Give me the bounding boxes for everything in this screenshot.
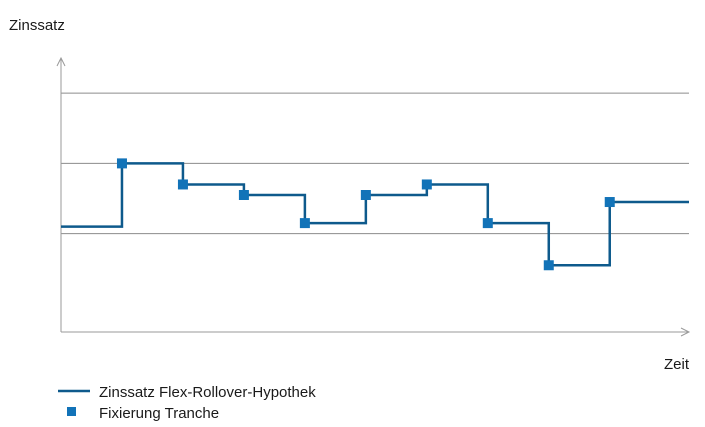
marker-fixierung-8 bbox=[543, 260, 554, 271]
marker-layer bbox=[116, 158, 615, 271]
marker-fixierung-5 bbox=[360, 190, 371, 200]
x-axis-label: Zeit bbox=[664, 356, 690, 373]
marker-fixierung-1 bbox=[116, 158, 127, 169]
legend: Zinssatz Flex-Rollover-Hypothek Fixierun… bbox=[58, 384, 316, 422]
x-axis-arrow-icon bbox=[680, 327, 691, 337]
marker-fixierung-9 bbox=[604, 197, 615, 208]
marker-fixierung-6 bbox=[421, 179, 432, 190]
y-axis-label: Zinssatz bbox=[9, 17, 65, 34]
series-layer bbox=[61, 162, 689, 267]
legend-marker-swatch bbox=[67, 407, 76, 416]
y-axis-arrow-icon bbox=[56, 56, 66, 67]
marker-fixierung-4 bbox=[299, 218, 310, 229]
legend-label-marker: Fixierung Tranche bbox=[99, 405, 219, 422]
axes bbox=[56, 56, 691, 337]
legend-label-line: Zinssatz Flex-Rollover-Hypothek bbox=[99, 384, 316, 401]
series-line-zinssatz bbox=[61, 162, 689, 267]
marker-fixierung-3 bbox=[238, 190, 249, 200]
marker-fixierung-7 bbox=[482, 218, 493, 229]
marker-fixierung-2 bbox=[177, 179, 188, 190]
